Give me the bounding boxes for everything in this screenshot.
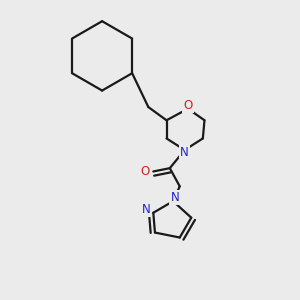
Text: N: N <box>180 146 189 159</box>
Text: N: N <box>142 203 151 216</box>
Text: O: O <box>140 165 150 178</box>
Text: O: O <box>183 99 193 112</box>
Text: N: N <box>170 191 179 204</box>
